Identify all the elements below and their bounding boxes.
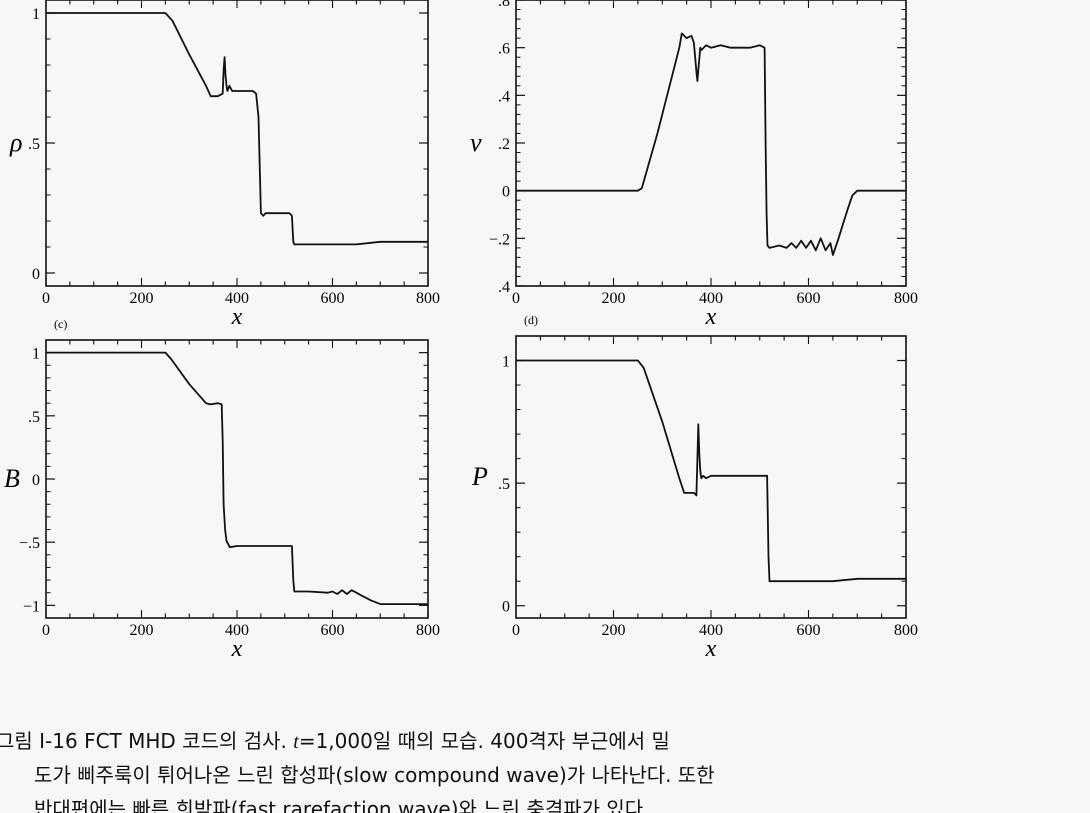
x-tick-label: 200 <box>602 622 626 639</box>
panel-density: 0 .5 1 0 200 400 600 800 x ρ <box>9 0 440 330</box>
y-tick-label: 0 <box>502 184 510 201</box>
x-tick-label: 400 <box>699 622 723 639</box>
x-tick-label: 800 <box>894 290 918 307</box>
panel-label: (c) <box>54 317 67 331</box>
x-tick-label: 400 <box>699 290 723 307</box>
series-line <box>516 32 906 256</box>
y-tick-label: .5 <box>28 409 40 426</box>
y-tick-label: 0 <box>502 599 510 616</box>
y-tick-label: −.2 <box>489 231 510 248</box>
x-tick-label: 200 <box>130 622 154 639</box>
x-tick-label: 200 <box>602 290 626 307</box>
caption-line-3: 반대편에는 빠른 희박파(fast rarefaction wave)와 느린 … <box>34 797 650 813</box>
y-axis-label: B <box>4 464 20 493</box>
caption-line-1: 그림 I-16 FCT MHD 코드의 검사. t=1,000일 때의 모습. … <box>0 724 670 759</box>
x-tick-label: 600 <box>797 290 821 307</box>
x-axis-label: x <box>705 636 717 662</box>
panel-velocity: .4 −.2 0 .2 .4 .6 .8 0 200 400 600 800 x v <box>470 0 918 330</box>
x-tick-label: 800 <box>416 622 440 639</box>
figure: 0 .5 1 0 200 400 600 800 x ρ .4 −.2 0 .2 .4 .6 .8 0 200 400… <box>4 0 918 662</box>
series-line <box>46 12 428 246</box>
y-tick-label: 1 <box>502 354 510 371</box>
series-line <box>516 359 906 583</box>
y-tick-label: .5 <box>498 476 510 493</box>
x-tick-label: 800 <box>416 290 440 307</box>
x-tick-label: 400 <box>225 290 249 307</box>
x-tick-label: 0 <box>42 290 50 307</box>
x-tick-label: 600 <box>797 622 821 639</box>
plot-frame <box>45 339 429 619</box>
x-tick-label: 0 <box>512 290 520 307</box>
series-line <box>46 351 428 605</box>
y-tick-label: 0 <box>32 266 40 283</box>
x-axis-label: x <box>231 304 243 330</box>
caption-time-symbol: t <box>293 731 299 753</box>
y-tick-label: .5 <box>28 136 40 153</box>
x-tick-label: 0 <box>512 622 520 639</box>
y-tick-label: .6 <box>498 41 510 58</box>
x-tick-label: 600 <box>321 622 345 639</box>
figure-caption: 그림 I-16 FCT MHD 코드의 검사. t=1,000일 때의 모습. … <box>0 712 1090 813</box>
y-axis-label: v <box>470 128 482 157</box>
panel-magnetic-field: −1 −.5 0 .5 1 0 200 400 600 800 x B (c) <box>4 317 440 662</box>
caption-line-2: 도가 삐주룩이 튀어나온 느린 합성파(slow compound wave)가… <box>34 763 715 787</box>
y-tick-label: 1 <box>32 346 40 363</box>
y-tick-label: .4 <box>498 279 510 296</box>
x-axis-label: x <box>231 636 243 662</box>
y-tick-label: −.5 <box>19 535 40 552</box>
panel-label: (d) <box>524 313 538 327</box>
y-axis-label: ρ <box>9 128 22 157</box>
y-tick-label: 0 <box>32 472 40 489</box>
plot-frame <box>515 335 907 619</box>
y-axis-label: P <box>471 462 488 491</box>
panel-pressure: 0 .5 1 0 200 400 600 800 x P (d) <box>471 313 918 662</box>
x-tick-label: 600 <box>321 290 345 307</box>
plot-frame <box>515 0 907 287</box>
x-tick-label: 0 <box>42 622 50 639</box>
y-tick-label: .4 <box>498 88 510 105</box>
caption-line-1-suffix: =1,000일 때의 모습. 400격자 부근에서 밀 <box>298 729 670 753</box>
caption-line-1-prefix: 그림 I-16 FCT MHD 코드의 검사. <box>0 729 294 753</box>
y-tick-label: .8 <box>498 0 510 10</box>
y-tick-label: .2 <box>498 136 510 153</box>
x-tick-label: 400 <box>225 622 249 639</box>
x-tick-label: 200 <box>130 290 154 307</box>
x-axis-label: x <box>705 304 717 330</box>
x-tick-label: 800 <box>894 622 918 639</box>
y-tick-label: −1 <box>23 598 40 615</box>
y-tick-label: 1 <box>32 6 40 23</box>
